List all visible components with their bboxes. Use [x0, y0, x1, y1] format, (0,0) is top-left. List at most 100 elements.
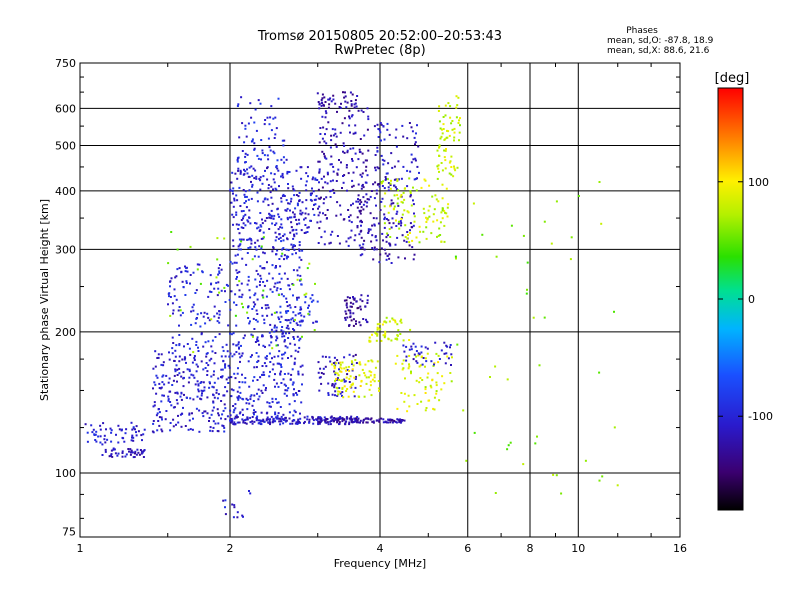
data-point [379, 122, 382, 124]
data-point [450, 364, 452, 366]
data-point [249, 416, 252, 419]
data-point [403, 239, 406, 242]
data-point [453, 131, 456, 134]
data-point [135, 431, 137, 434]
data-point [325, 418, 328, 421]
data-point [241, 514, 244, 517]
data-point [275, 335, 278, 338]
data-point [303, 422, 305, 425]
data-point [112, 447, 115, 450]
data-point [334, 379, 336, 382]
data-point [336, 201, 339, 204]
data-point [279, 406, 282, 408]
data-point [332, 179, 334, 182]
data-point [287, 327, 290, 330]
data-point [360, 294, 363, 297]
data-point [410, 226, 413, 229]
data-point [372, 421, 375, 424]
data-point [344, 316, 347, 319]
data-point [169, 285, 171, 288]
data-point [220, 417, 222, 420]
data-point [339, 366, 342, 369]
data-point [284, 345, 287, 348]
data-point [324, 110, 327, 113]
data-point [318, 107, 321, 110]
data-point [266, 198, 269, 201]
data-point [395, 145, 398, 148]
data-point [253, 121, 256, 124]
data-point [248, 289, 251, 292]
data-point [268, 331, 271, 334]
x-tick-label: 1 [77, 542, 84, 555]
data-point [235, 269, 238, 272]
data-point [222, 425, 225, 427]
data-point [160, 400, 163, 403]
data-point [212, 401, 215, 404]
data-point [323, 152, 325, 155]
data-point [209, 382, 211, 385]
data-point [304, 224, 307, 226]
data-point [367, 118, 370, 121]
data-point [281, 226, 284, 229]
data-point [401, 234, 404, 237]
data-point [232, 343, 235, 346]
data-point [258, 177, 261, 180]
data-point [264, 389, 267, 392]
data-point [306, 166, 309, 169]
data-point [444, 159, 447, 162]
data-point [398, 420, 401, 423]
data-point [278, 272, 281, 275]
data-point [274, 224, 277, 226]
data-point [320, 382, 323, 385]
data-point [388, 228, 391, 230]
data-point [419, 377, 422, 379]
data-point [348, 324, 350, 327]
data-point [412, 199, 414, 202]
data-point [286, 324, 289, 327]
data-point [86, 440, 89, 443]
data-point [293, 400, 296, 403]
data-point [260, 420, 262, 423]
data-point [419, 364, 422, 367]
data-point [284, 389, 287, 392]
data-point [298, 248, 300, 251]
data-point [347, 172, 350, 175]
data-point [382, 239, 384, 242]
data-point [213, 362, 216, 365]
data-point [209, 426, 212, 429]
data-point [341, 122, 344, 125]
data-point [241, 257, 244, 260]
data-point [347, 237, 350, 240]
data-point [132, 426, 135, 429]
data-point [253, 142, 256, 145]
data-point [254, 292, 257, 295]
data-point [101, 454, 104, 456]
data-point [286, 255, 288, 258]
data-point [323, 175, 325, 178]
data-point [280, 197, 283, 200]
data-point [410, 372, 412, 375]
data-point [230, 395, 233, 398]
data-point [175, 399, 178, 402]
data-point [259, 179, 262, 182]
data-point [246, 311, 249, 314]
data-point [220, 368, 223, 371]
data-point [296, 423, 299, 425]
data-point [267, 306, 270, 309]
data-point [238, 412, 241, 415]
data-point [244, 161, 247, 163]
data-point [248, 490, 250, 492]
data-point [317, 101, 320, 103]
data-point [158, 382, 161, 385]
data-point [281, 252, 284, 255]
data-point [252, 317, 255, 320]
data-point [363, 134, 366, 137]
data-point [345, 416, 348, 419]
data-point [185, 267, 188, 270]
data-point [172, 342, 175, 344]
data-point [345, 164, 348, 166]
data-point [351, 179, 354, 182]
data-point [266, 416, 269, 419]
data-point [271, 264, 274, 267]
data-point [189, 397, 192, 400]
